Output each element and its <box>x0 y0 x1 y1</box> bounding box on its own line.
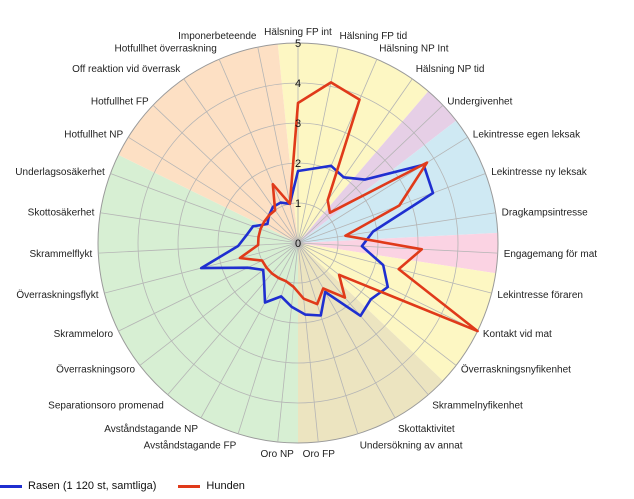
series-line-0 <box>199 163 435 318</box>
grid-spoke-7 <box>297 212 496 244</box>
category-label: Hotfullhet överraskning <box>115 44 217 55</box>
category-label: Överraskningsnyfikenhet <box>461 364 571 376</box>
category-label: Lekintresse egen leksak <box>473 130 581 141</box>
category-label: Kontakt vid mat <box>483 329 552 340</box>
series-line-1 <box>238 81 479 333</box>
category-label: Hälsning FP tid <box>340 31 408 42</box>
legend-swatch-breed <box>0 484 22 488</box>
grid-spoke-11 <box>297 242 457 366</box>
background-sector-7 <box>118 44 299 243</box>
grid-spoke-2 <box>297 59 378 244</box>
grid-spoke-12 <box>297 242 429 396</box>
category-label: Oro NP <box>261 449 295 460</box>
radar-grid <box>97 42 499 444</box>
category-label: Hotfullhet FP <box>91 97 149 108</box>
grid-spoke-23 <box>98 242 299 254</box>
series-lines <box>199 81 479 333</box>
legend: Rasen (1 120 st, samtliga) Hunden <box>0 476 267 496</box>
category-labels: Hälsning FP int Hälsning FP tid Hälsning N… <box>15 27 597 460</box>
grid-spoke-4 <box>297 104 444 244</box>
grid-spoke-20 <box>139 242 299 366</box>
category-label: Hälsning NP Int <box>379 44 449 55</box>
category-label: Skottosäkerhet <box>28 207 95 218</box>
grid-spoke-16 <box>277 242 299 443</box>
grid-spoke-27 <box>152 104 299 244</box>
category-label: Hälsning NP tid <box>416 64 485 75</box>
grid-spoke-19 <box>167 242 299 396</box>
background-sector-3 <box>298 232 498 274</box>
tick-label: 1 <box>295 198 301 210</box>
legend-label-dog: Hunden <box>206 480 245 492</box>
category-label: Off reaktion vid överrask <box>72 64 181 75</box>
category-label: Imponerbeteende <box>178 31 257 42</box>
background-sector-6 <box>98 154 298 443</box>
grid-spoke-26 <box>128 136 299 244</box>
grid-spoke-29 <box>218 59 299 244</box>
tick-label: 0 <box>295 238 301 250</box>
category-label: Lekintresse föraren <box>497 290 583 301</box>
category-label: Skrammelnyfikenhet <box>432 400 523 411</box>
category-label: Avståndstagande FP <box>144 440 237 452</box>
category-label: Lekintresse ny leksak <box>491 167 588 178</box>
radial-tick-labels: 0 1 2 3 4 5 <box>295 38 301 250</box>
radar-chart: Hälsning FP int Hälsning FP tid Hälsning N… <box>15 27 597 460</box>
category-label: Skottaktivitet <box>398 424 455 435</box>
category-label: Överraskningsflykt <box>16 289 98 301</box>
grid-spoke-18 <box>200 242 299 419</box>
grid-spoke-25 <box>110 173 299 244</box>
category-label: Dragkampsintresse <box>502 207 589 218</box>
grid-spoke-1 <box>297 47 339 244</box>
legend-swatch-dog <box>178 484 201 488</box>
background-sector-2 <box>298 120 498 243</box>
legend-item-dog: Hunden <box>178 480 245 492</box>
category-label: Skrammeloro <box>54 329 114 340</box>
grid-spoke-9 <box>297 242 492 294</box>
category-label: Undergivenhet <box>447 97 512 108</box>
grid-spoke-28 <box>183 78 299 244</box>
grid-spoke-14 <box>297 242 359 434</box>
category-label: Hälsning FP int <box>264 27 332 38</box>
category-label: Skrammelflykt <box>30 249 93 260</box>
category-label: Hotfullhet NP <box>64 130 123 141</box>
category-label: Engagemang för mat <box>504 249 598 260</box>
tick-label: 5 <box>295 38 301 50</box>
grid-spoke-15 <box>297 242 319 443</box>
grid-spoke-5 <box>297 136 468 244</box>
category-label: Underlagsosäkerhet <box>15 167 105 178</box>
category-label: Separationsoro promenad <box>48 400 164 411</box>
category-label: Oro FP <box>303 449 336 460</box>
grid-spoke-3 <box>297 78 413 244</box>
grid-spoke-30 <box>257 47 299 244</box>
grid-spoke-13 <box>297 242 396 419</box>
grid-spoke-24 <box>100 212 299 244</box>
category-label: Avståndstagande NP <box>104 423 198 435</box>
tick-label: 2 <box>295 158 301 170</box>
tick-label: 4 <box>295 78 301 90</box>
category-label: Undersökning av annat <box>360 441 463 452</box>
grid-spoke-17 <box>237 242 299 434</box>
legend-label-breed: Rasen (1 120 st, samtliga) <box>28 480 157 492</box>
tick-label: 3 <box>295 118 301 130</box>
legend-item-breed: Rasen (1 120 st, samtliga) <box>0 480 156 492</box>
grid-spoke-8 <box>297 242 498 254</box>
category-label: Överraskningsoro <box>56 364 135 376</box>
grid-spoke-21 <box>118 242 299 332</box>
